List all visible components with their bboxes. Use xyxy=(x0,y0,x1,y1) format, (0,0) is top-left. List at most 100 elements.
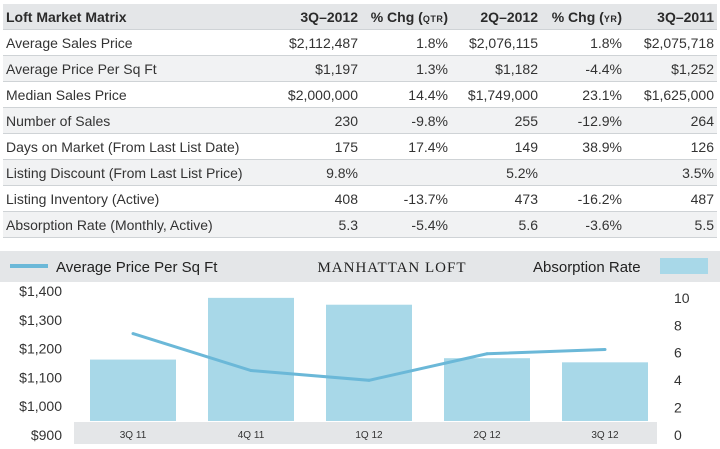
table-cell: 230 xyxy=(271,107,361,134)
table-cell: 126 xyxy=(625,133,717,160)
y-right-tick-label: 4 xyxy=(674,372,682,388)
x-category-label: 2Q 12 xyxy=(473,430,501,441)
table-cell: $1,625,000 xyxy=(625,81,717,108)
y-left-tick-label: $900 xyxy=(31,427,62,443)
loft-market-matrix-table: Loft Market Matrix 3Q–2012 % Chg (QTR) 2… xyxy=(3,4,717,238)
manhattan-loft-chart: Average Price Per Sq Ft MANHATTAN LOFT A… xyxy=(0,245,720,449)
table-cell: 1.3% xyxy=(361,55,451,82)
absorption-bar xyxy=(208,297,294,421)
row-label: Listing Discount (From Last List Price) xyxy=(3,159,271,186)
table-cell: 38.9% xyxy=(541,133,625,160)
absorption-bar xyxy=(562,362,648,421)
chart-title: MANHATTAN LOFT xyxy=(317,260,466,276)
absorption-bar xyxy=(444,358,530,421)
table-cell: 9.8% xyxy=(271,159,361,186)
col-header-3q-2011: 3Q–2011 xyxy=(625,4,717,30)
table-row: Listing Inventory (Active) 408 -13.7% 473 -1… xyxy=(3,185,717,212)
table-row: Days on Market (From Last List Date) 175 1… xyxy=(3,133,717,160)
table-title: Loft Market Matrix xyxy=(3,4,271,30)
col-header-chg-qtr: % Chg (QTR) xyxy=(361,4,451,30)
price-per-sqft-point xyxy=(485,352,489,356)
table-cell: 408 xyxy=(271,185,361,212)
y-right-tick-label: 8 xyxy=(674,317,682,333)
y-left-tick-label: $1,000 xyxy=(19,398,62,414)
table-row: Absorption Rate (Monthly, Active) 5.3 -5.4… xyxy=(3,211,717,238)
row-label: Number of Sales xyxy=(3,107,271,134)
table-cell: 5.2% xyxy=(451,159,541,186)
table-cell: $2,000,000 xyxy=(271,81,361,108)
col-header-2q-2012: 2Q–2012 xyxy=(451,4,541,30)
col-header-chg-yr: % Chg (YR) xyxy=(541,4,625,30)
row-label: Average Price Per Sq Ft xyxy=(3,55,271,82)
table-cell: -3.6% xyxy=(541,211,625,238)
y-right-tick-label: 10 xyxy=(674,290,690,306)
table-cell: 175 xyxy=(271,133,361,160)
price-per-sqft-point xyxy=(249,368,253,372)
table-row: Median Sales Price $2,000,000 14.4% $1,749,… xyxy=(3,81,717,108)
legend-label-price: Average Price Per Sq Ft xyxy=(56,259,218,276)
y-right-tick-label: 0 xyxy=(674,427,682,443)
table-cell: $1,182 xyxy=(451,55,541,82)
table-cell: $1,197 xyxy=(271,55,361,82)
table-cell: -5.4% xyxy=(361,211,451,238)
table-cell: 17.4% xyxy=(361,133,451,160)
absorption-bar xyxy=(90,359,176,421)
table-row: Average Sales Price $2,112,487 1.8% $2,076,… xyxy=(3,29,717,56)
y-right-tick-label: 2 xyxy=(674,400,682,416)
x-category-label: 1Q 12 xyxy=(355,430,383,441)
table-cell: $2,075,718 xyxy=(625,29,717,56)
table-cell: -4.4% xyxy=(541,55,625,82)
x-axis-band xyxy=(74,422,657,444)
table-cell: $2,112,487 xyxy=(271,29,361,56)
table-cell: $1,749,000 xyxy=(451,81,541,108)
x-category-label: 3Q 11 xyxy=(120,430,147,441)
price-per-sqft-point xyxy=(367,378,371,382)
table-cell: 487 xyxy=(625,185,717,212)
table-cell xyxy=(541,159,625,186)
table-cell: 149 xyxy=(451,133,541,160)
y-left-tick-label: $1,100 xyxy=(19,369,62,385)
table-cell: 5.6 xyxy=(451,211,541,238)
col-header-3q-2012: 3Q–2012 xyxy=(271,4,361,30)
absorption-bar xyxy=(326,304,412,421)
table-cell: 1.8% xyxy=(541,29,625,56)
table-cell: -13.7% xyxy=(361,185,451,212)
legend-bar-swatch xyxy=(660,258,708,274)
table-cell: -9.8% xyxy=(361,107,451,134)
table-cell: -12.9% xyxy=(541,107,625,134)
row-label: Listing Inventory (Active) xyxy=(3,185,271,212)
table-cell: 255 xyxy=(451,107,541,134)
table-cell xyxy=(361,159,451,186)
y-right-tick-label: 6 xyxy=(674,345,682,361)
table-cell: 14.4% xyxy=(361,81,451,108)
x-category-label: 4Q 11 xyxy=(238,430,265,441)
y-left-tick-label: $1,400 xyxy=(19,283,62,299)
table-cell: $2,076,115 xyxy=(451,29,541,56)
price-per-sqft-point xyxy=(603,347,607,351)
price-per-sqft-point xyxy=(131,332,135,336)
table-row: Average Price Per Sq Ft $1,197 1.3% $1,182-… xyxy=(3,55,717,82)
table-row: Number of Sales 230 -9.8% 255 -12.9% 264 xyxy=(3,107,717,134)
table-cell: 5.3 xyxy=(271,211,361,238)
row-label: Absorption Rate (Monthly, Active) xyxy=(3,211,271,238)
chart-legend-band xyxy=(0,251,720,283)
legend-label-absorption: Absorption Rate xyxy=(533,259,641,276)
y-left-tick-label: $1,300 xyxy=(19,312,62,328)
ticks-layer: $1,400 $1,300 $1,200 $1,100 $1,000 $900 10 8 6 4 2… xyxy=(19,283,690,443)
table-cell: 264 xyxy=(625,107,717,134)
row-label: Average Sales Price xyxy=(3,29,271,56)
table-cell: 473 xyxy=(451,185,541,212)
x-category-label: 3Q 12 xyxy=(591,430,619,441)
row-label: Median Sales Price xyxy=(3,81,271,108)
table-cell: $1,252 xyxy=(625,55,717,82)
y-left-tick-label: $1,200 xyxy=(19,341,62,357)
table-cell: 1.8% xyxy=(361,29,451,56)
bars-layer xyxy=(90,297,648,421)
row-label: Days on Market (From Last List Date) xyxy=(3,133,271,160)
table-cell: 23.1% xyxy=(541,81,625,108)
table-cell: 3.5% xyxy=(625,159,717,186)
table-cell: 5.5 xyxy=(625,211,717,238)
table-row: Listing Discount (From Last List Price) 9… xyxy=(3,159,717,186)
line-layer xyxy=(131,332,607,382)
table-header-row: Loft Market Matrix 3Q–2012 % Chg (QTR) 2… xyxy=(3,4,717,30)
